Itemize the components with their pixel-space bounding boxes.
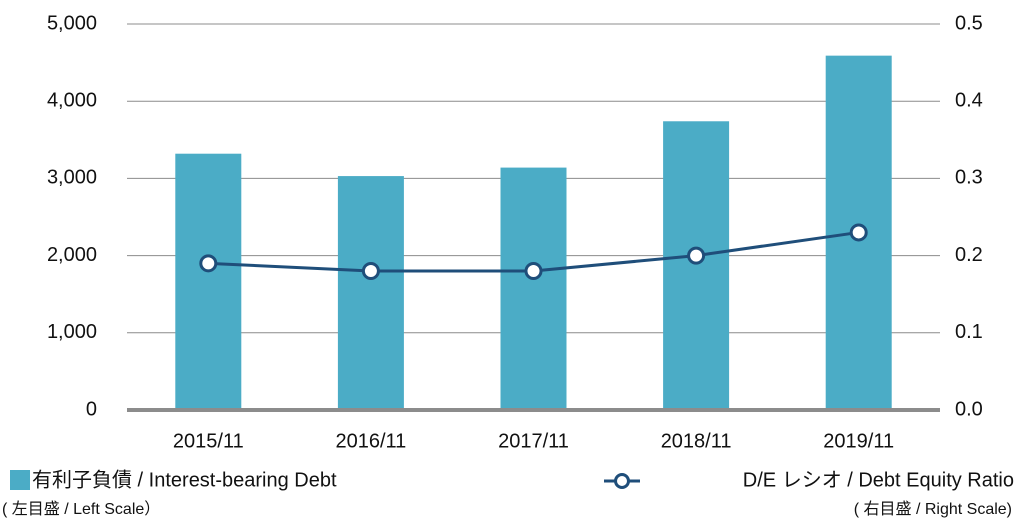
- x-tick-label: 2015/11: [173, 430, 244, 452]
- marks: [175, 55, 892, 411]
- line-marker: [524, 262, 543, 281]
- y-tick-label: 2,000: [47, 244, 97, 266]
- y-tick-label: 3,000: [47, 167, 97, 189]
- scale-note: ( 左目盛 / Left Scale）: [2, 500, 160, 518]
- line-marker: [361, 262, 380, 281]
- scale-note: ( 右目盛 / Right Scale): [854, 500, 1012, 518]
- line-marker: [687, 246, 706, 265]
- x-tick-label: 2019/11: [823, 430, 894, 452]
- y2-tick-label: 0.2: [955, 244, 983, 266]
- x-tick-label: 2018/11: [661, 430, 732, 452]
- bar: [175, 153, 242, 411]
- y2-tick-label: 0.1: [955, 321, 983, 343]
- bar: [500, 167, 567, 410]
- line-marker: [849, 223, 868, 242]
- legend-label: D/E レシオ / Debt Equity Ratio: [743, 469, 1014, 491]
- legend-swatch: [10, 470, 30, 490]
- bar: [337, 176, 404, 410]
- legend-label: 有利子負債 / Interest-bearing Debt: [32, 468, 337, 491]
- y-tick-label: 1,000: [47, 321, 97, 343]
- y2-tick-label: 0.0: [955, 398, 983, 420]
- labels: 0 1,000 2,000 3,000 4,000 5,000 0.0 0.1 0.2 0.3 0.…: [2, 12, 1014, 518]
- x-tick-label: 2017/11: [498, 430, 569, 452]
- line-marker: [199, 254, 218, 273]
- legend-marker: [614, 473, 630, 489]
- bar: [663, 121, 730, 410]
- y2-tick-label: 0.5: [955, 12, 983, 34]
- y2-tick-label: 0.3: [955, 167, 983, 189]
- x-tick-label: 2016/11: [335, 430, 406, 452]
- y2-tick-label: 0.4: [955, 89, 983, 111]
- y-tick-label: 4,000: [47, 89, 97, 111]
- y-tick-label: 0: [86, 398, 97, 420]
- y-tick-label: 5,000: [47, 12, 97, 34]
